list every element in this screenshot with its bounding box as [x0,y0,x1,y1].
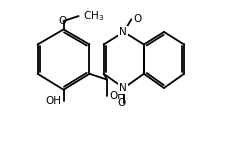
Text: O: O [118,98,126,108]
Text: O: O [133,14,142,24]
Text: N: N [119,83,127,93]
Text: CH$_3$: CH$_3$ [83,9,105,23]
Text: N: N [119,27,127,37]
Text: OH: OH [46,96,62,106]
Text: OH: OH [109,91,125,101]
Text: O: O [58,16,67,26]
